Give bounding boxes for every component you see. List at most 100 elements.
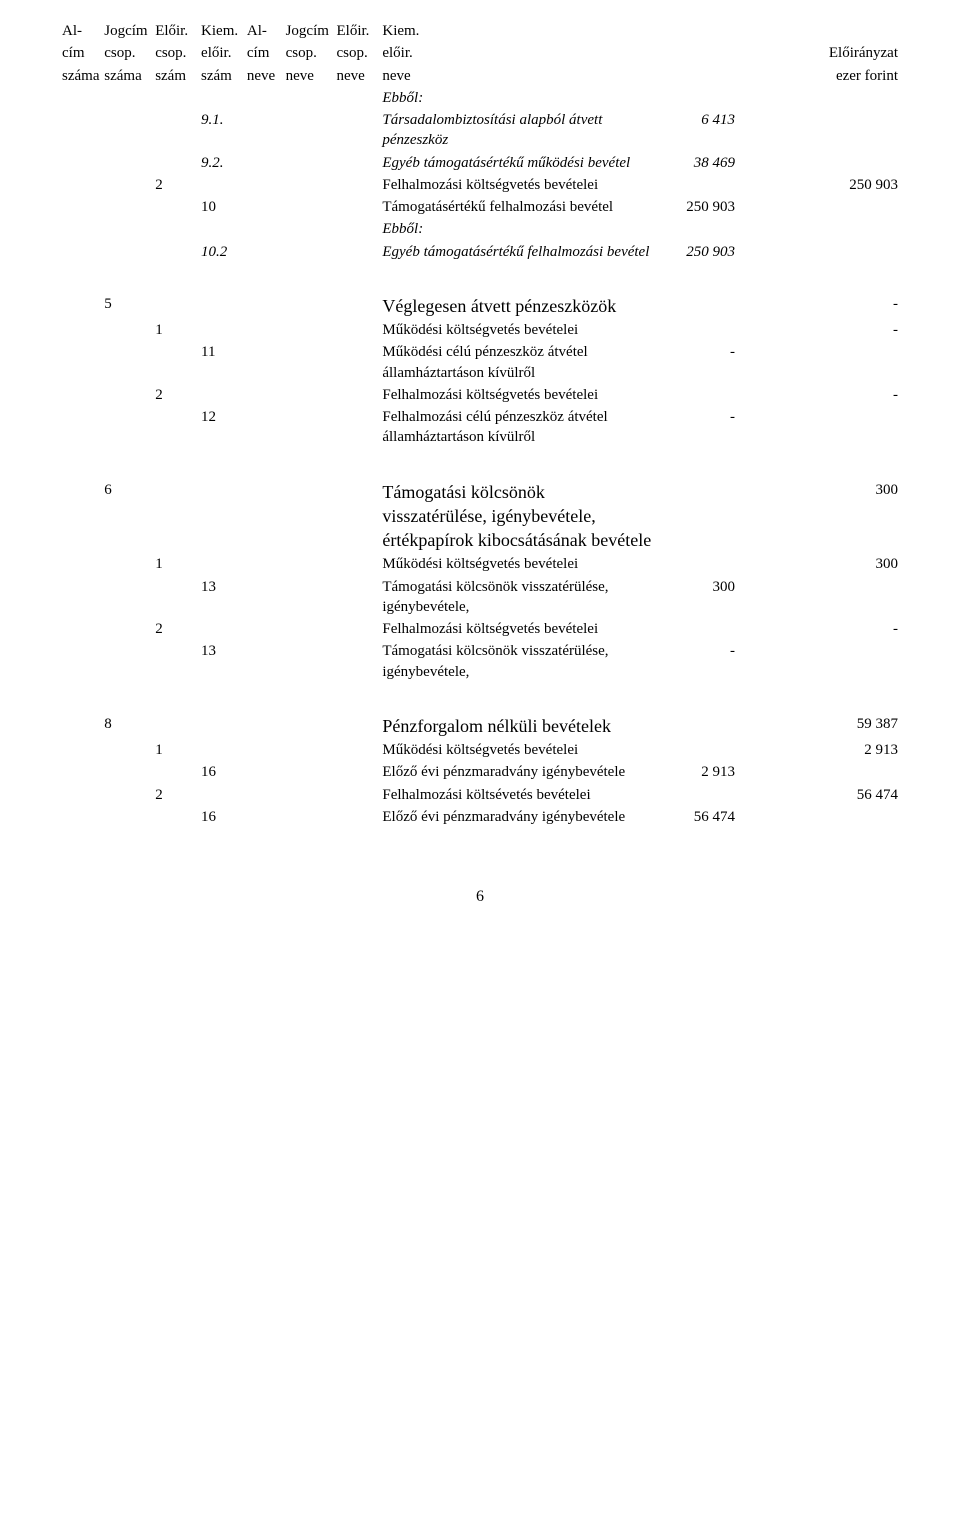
cell-c7: [335, 806, 381, 828]
cell-c11: [818, 241, 900, 263]
cell-c1: [60, 384, 102, 406]
cell-c2: [102, 406, 153, 449]
cell-c3: [153, 479, 199, 554]
cell-c4: 16: [199, 761, 245, 783]
cell-c11: 300: [818, 553, 900, 575]
cell-c7: [335, 576, 381, 619]
table-row: 2Felhalmozási költségvetés bevételei250 …: [60, 174, 900, 196]
cell-c9: [655, 713, 737, 739]
table-row: 10Támogatásértékű felhalmozási bevétel25…: [60, 196, 900, 218]
cell-c9: 250 903: [655, 241, 737, 263]
table-row: 1Működési költségvetés bevételei-: [60, 319, 900, 341]
cell-c5: [245, 341, 284, 384]
cell-c5: [245, 640, 284, 683]
cell-c7: [335, 553, 381, 575]
cell-c5: [245, 196, 284, 218]
cell-c3: [153, 241, 199, 263]
cell-c8: Társadalombiztosítási alapból átvett pén…: [380, 109, 655, 152]
cell-c6: [284, 576, 335, 619]
cell-c2: [102, 87, 153, 109]
cell-c7: [335, 406, 381, 449]
hdr-cell: száma: [60, 65, 102, 87]
cell-c11: [818, 640, 900, 683]
hdr-cell: Al-: [60, 20, 102, 42]
hdr-cell: előir.: [199, 42, 245, 64]
cell-c11: [818, 341, 900, 384]
hdr-cell: neve: [380, 65, 655, 87]
cell-c9: [655, 618, 737, 640]
cell-c4: [199, 553, 245, 575]
table-row: 2Felhalmozási költségvetés bevételei-: [60, 618, 900, 640]
cell-c4: 9.1.: [199, 109, 245, 152]
cell-c3: [153, 576, 199, 619]
cell-c11: [818, 87, 900, 109]
cell-c4: [199, 479, 245, 554]
cell-c2: [102, 553, 153, 575]
cell-c8: Működési költségvetés bevételei: [380, 739, 655, 761]
cell-c9: [655, 174, 737, 196]
cell-c3: [153, 109, 199, 152]
cell-c1: [60, 152, 102, 174]
cell-c11: [818, 196, 900, 218]
cell-c3: 2: [153, 174, 199, 196]
table-row: 10.2Egyéb támogatásértékű felhalmozási b…: [60, 241, 900, 263]
cell-c9: [655, 479, 737, 554]
cell-c1: [60, 806, 102, 828]
cell-c2: [102, 618, 153, 640]
hdr-cell: Jogcím: [102, 20, 153, 42]
table-row: 11Működési célú pénzeszköz átvétel állam…: [60, 341, 900, 384]
hdr-cell: csop.: [284, 42, 335, 64]
cell-c10: [737, 341, 819, 384]
budget-table: Al- Jogcím Előir. Kiem. Al- Jogcím Előir…: [60, 20, 900, 828]
cell-c5: [245, 152, 284, 174]
cell-c10: [737, 174, 819, 196]
cell-c6: [284, 784, 335, 806]
hdr-cell: Al-: [245, 20, 284, 42]
cell-c8: Véglegesen átvett pénzeszközök: [380, 293, 655, 319]
cell-c6: [284, 87, 335, 109]
header-row-2: cím csop. csop. előir. cím csop. csop. e…: [60, 42, 900, 64]
table-row: 5Véglegesen átvett pénzeszközök-: [60, 293, 900, 319]
cell-c8: Egyéb támogatásértékű felhalmozási bevét…: [380, 241, 655, 263]
cell-c9: [655, 218, 737, 240]
cell-c1: [60, 218, 102, 240]
cell-c10: [737, 479, 819, 554]
cell-c6: [284, 479, 335, 554]
hdr-cell: Előir.: [335, 20, 381, 42]
cell-c10: [737, 553, 819, 575]
cell-c2: 8: [102, 713, 153, 739]
cell-c7: [335, 761, 381, 783]
table-row: Ebből:: [60, 87, 900, 109]
cell-c3: 1: [153, 553, 199, 575]
cell-c2: [102, 196, 153, 218]
cell-c7: [335, 784, 381, 806]
cell-c11: -: [818, 293, 900, 319]
cell-c2: [102, 341, 153, 384]
cell-c10: [737, 806, 819, 828]
cell-c5: [245, 109, 284, 152]
cell-c8: Támogatásértékű felhalmozási bevétel: [380, 196, 655, 218]
cell-c2: [102, 174, 153, 196]
hdr-cell: ezer forint: [818, 65, 900, 87]
table-row: 6Támogatási kölcsönök visszatérülése, ig…: [60, 479, 900, 554]
cell-c8: Ebből:: [380, 218, 655, 240]
hdr-cell: cím: [245, 42, 284, 64]
cell-c1: [60, 576, 102, 619]
hdr-cell: szám: [199, 65, 245, 87]
cell-c8: Előző évi pénzmaradvány igénybevétele: [380, 761, 655, 783]
cell-c3: 2: [153, 384, 199, 406]
cell-c10: [737, 761, 819, 783]
cell-c2: [102, 739, 153, 761]
cell-c7: [335, 109, 381, 152]
cell-c3: [153, 87, 199, 109]
table-row: 1Működési költségvetés bevételei2 913: [60, 739, 900, 761]
cell-c4: 13: [199, 576, 245, 619]
table-row: 12Felhalmozási célú pénzeszköz átvétel á…: [60, 406, 900, 449]
cell-c11: [818, 576, 900, 619]
cell-c8: Működési költségvetés bevételei: [380, 319, 655, 341]
cell-c1: [60, 640, 102, 683]
header-row-1: Al- Jogcím Előir. Kiem. Al- Jogcím Előir…: [60, 20, 900, 42]
cell-c4: [199, 784, 245, 806]
cell-c4: [199, 293, 245, 319]
cell-c10: [737, 618, 819, 640]
